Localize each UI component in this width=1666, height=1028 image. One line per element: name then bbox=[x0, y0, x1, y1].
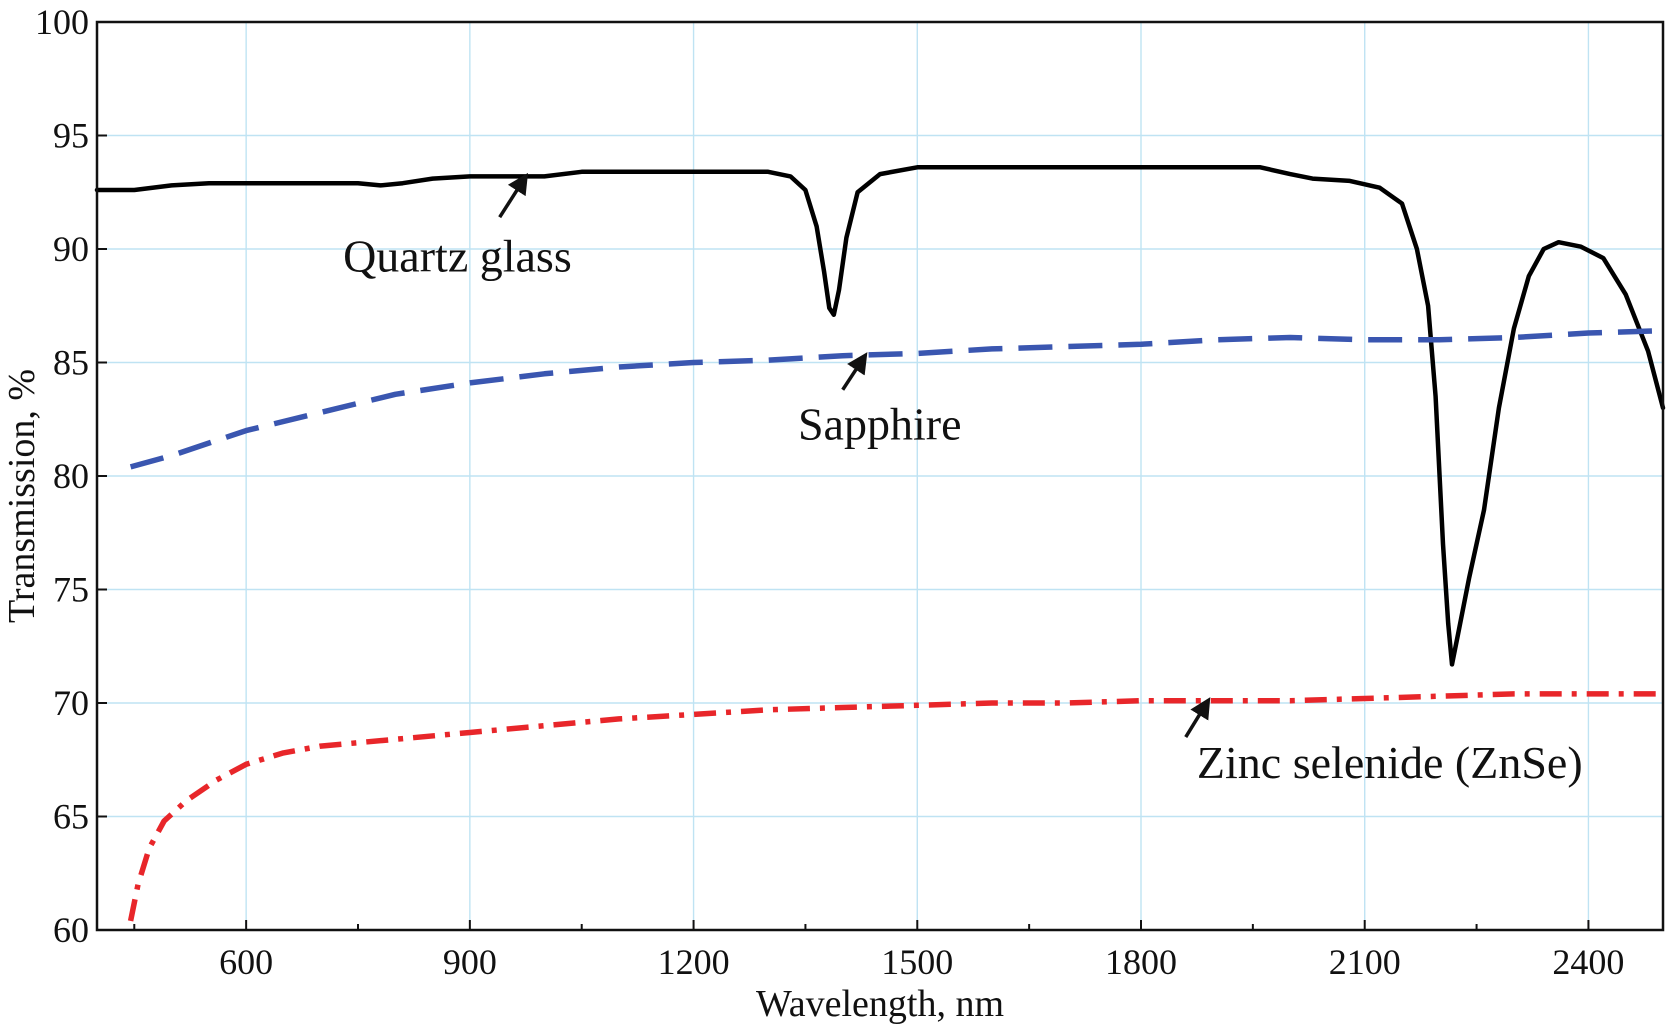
series-group bbox=[94, 165, 1666, 922]
annotation-arrow bbox=[841, 352, 868, 391]
y-tick-label: 70 bbox=[53, 683, 89, 723]
series-label: Zinc selenide (ZnSe) bbox=[1197, 737, 1583, 788]
series-line-quartz-glass bbox=[94, 165, 1666, 667]
series-line-sapphire bbox=[129, 327, 1664, 470]
grid bbox=[97, 22, 1663, 930]
x-tick-label: 1200 bbox=[658, 942, 730, 982]
y-tick-label: 60 bbox=[53, 910, 89, 950]
y-tick-label: 85 bbox=[53, 343, 89, 383]
x-tick-label: 2100 bbox=[1329, 942, 1401, 982]
axis-ticks: 600 900 1200 1500 1800 2100 2400 60 65 70 75 80 85 90… bbox=[35, 2, 1624, 982]
y-tick-label: 90 bbox=[53, 229, 89, 269]
annotations: Quartz glass Sapphire Zinc selenide (ZnSe) bbox=[343, 172, 1583, 788]
y-axis-title: Transmission, % bbox=[1, 369, 43, 623]
x-axis-title: Wavelength, nm bbox=[756, 983, 1004, 1025]
y-tick-label: 95 bbox=[53, 116, 89, 156]
annotation-arrow bbox=[498, 172, 529, 219]
annotation-arrow bbox=[1184, 697, 1211, 738]
y-tick-label: 100 bbox=[35, 2, 89, 42]
y-tick-label: 75 bbox=[53, 570, 89, 610]
y-tick-label: 80 bbox=[53, 456, 89, 496]
series-label: Quartz glass bbox=[343, 231, 572, 282]
x-tick-label: 1800 bbox=[1105, 942, 1177, 982]
series-line-zinc-selenide-znse bbox=[127, 691, 1663, 922]
series-label: Sapphire bbox=[798, 399, 962, 450]
x-tick-label: 1500 bbox=[881, 942, 953, 982]
x-tick-label: 2400 bbox=[1552, 942, 1624, 982]
x-tick-label: 900 bbox=[443, 942, 497, 982]
y-tick-label: 65 bbox=[53, 797, 89, 837]
x-tick-label: 600 bbox=[219, 942, 273, 982]
